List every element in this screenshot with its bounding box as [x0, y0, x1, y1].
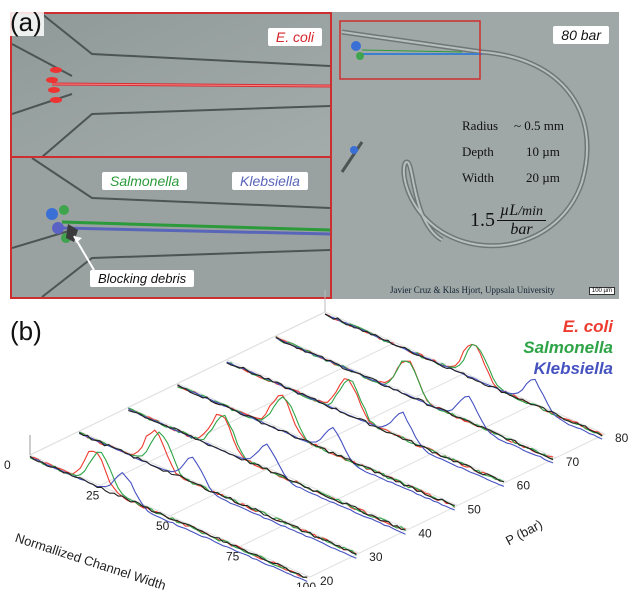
grid-line-p — [275, 335, 557, 459]
pressure-tag: 80 bar — [553, 26, 609, 44]
klebsiella-tag: Klebsiella — [232, 172, 308, 190]
p-tick-label: 20 — [320, 574, 334, 587]
spec-list: Radius ~ 0.5 mm Depth 10 µm Width 20 µm — [462, 118, 602, 196]
spiral-channel-image — [332, 12, 619, 299]
trace-klebsiella-p40 — [128, 408, 406, 535]
spec-name: Radius — [462, 118, 499, 133]
zoom-region-box — [339, 20, 481, 80]
spec-name: Width — [462, 170, 494, 185]
panel-a-label: (a) — [8, 7, 44, 37]
legend-item-ecoli: E. coli — [562, 317, 613, 336]
trace-salmonella-p80 — [324, 313, 603, 437]
salmonella-tag: Salmonella — [102, 172, 188, 190]
panel-a: E. coli Salmonella Klebsiella Blocking d… — [8, 7, 619, 299]
trace-baseline-p50 — [177, 384, 455, 507]
trace-baseline-p70 — [275, 337, 554, 461]
chart-traces — [29, 313, 603, 582]
spec-value: 10 µm — [526, 144, 560, 159]
trace-klebsiella-p70 — [275, 337, 554, 464]
x-tick-label: 50 — [156, 519, 170, 533]
panel-b-label: (b) — [10, 316, 42, 346]
spec-value: 20 µm — [526, 170, 560, 185]
grid-line-p — [324, 311, 606, 435]
chart-ticks: 0 25 50 75 100 20 30 40 50 60 70 80 — [4, 431, 629, 587]
spec-name: Depth — [462, 144, 494, 159]
blocking-debris-callout: Blocking debris — [90, 270, 195, 287]
trace-baseline-p40 — [128, 409, 406, 531]
legend: E. coli Salmonella Klebsiella — [523, 316, 613, 379]
trace-baseline-p60 — [226, 362, 504, 483]
trace-baseline-p80 — [324, 313, 603, 437]
p-tick-label: 40 — [418, 526, 432, 540]
image-credit: Javier Cruz & Klas Hjort, Uppsala Univer… — [390, 285, 555, 295]
x-tick-label: 100 — [296, 580, 316, 587]
spec-row: Width 20 µm — [462, 170, 602, 196]
micrograph-spiral-overview: 80 bar Radius ~ 0.5 mm Depth 10 µm Width… — [332, 12, 619, 299]
grid-line-p — [78, 430, 360, 554]
flow-rate-denominator: bar — [510, 221, 533, 238]
flow-rate-coef: 1.5 — [470, 209, 495, 231]
trace-klebsiella-p80 — [324, 313, 603, 440]
flow-rate-fraction: µL/min bar — [497, 202, 547, 239]
micrograph-salmonella-klebsiella-inset: Salmonella Klebsiella Blocking debris — [10, 156, 332, 299]
p-tick-label: 50 — [468, 503, 482, 517]
spec-value: ~ 0.5 mm — [514, 118, 565, 133]
scale-bar: 100 µm — [588, 287, 615, 295]
x-tick-label: 25 — [86, 489, 100, 503]
p-tick-label: 70 — [566, 455, 580, 469]
spec-row: Depth 10 µm — [462, 144, 602, 170]
flow-rate-equation: 1.5 µL/min bar — [470, 202, 547, 239]
spec-row: Radius ~ 0.5 mm — [462, 118, 602, 144]
trace-klebsiella-p50 — [177, 384, 455, 511]
trace-baseline-p20 — [29, 455, 308, 578]
x-tick-label: 75 — [226, 550, 240, 564]
micrograph-ecoli-inset: E. coli — [10, 12, 332, 159]
p-tick-label: 80 — [615, 431, 629, 445]
trace-baseline-p30 — [78, 432, 357, 555]
p-tick-label: 60 — [517, 479, 531, 493]
legend-item-salmonella: Salmonella — [523, 338, 613, 357]
legend-item-klebsiella: Klebsiella — [533, 359, 613, 378]
flow-rate-per-min: /min — [518, 204, 544, 219]
p-tick-label: 30 — [369, 550, 383, 564]
flow-rate-numerator: µL — [500, 202, 519, 219]
trace-salmonella-p40 — [128, 407, 406, 532]
grid-line-p — [177, 383, 458, 506]
ecoli-tag: E. coli — [267, 28, 322, 46]
grid-line-p — [226, 359, 507, 483]
x-tick-label: 0 — [4, 458, 11, 472]
